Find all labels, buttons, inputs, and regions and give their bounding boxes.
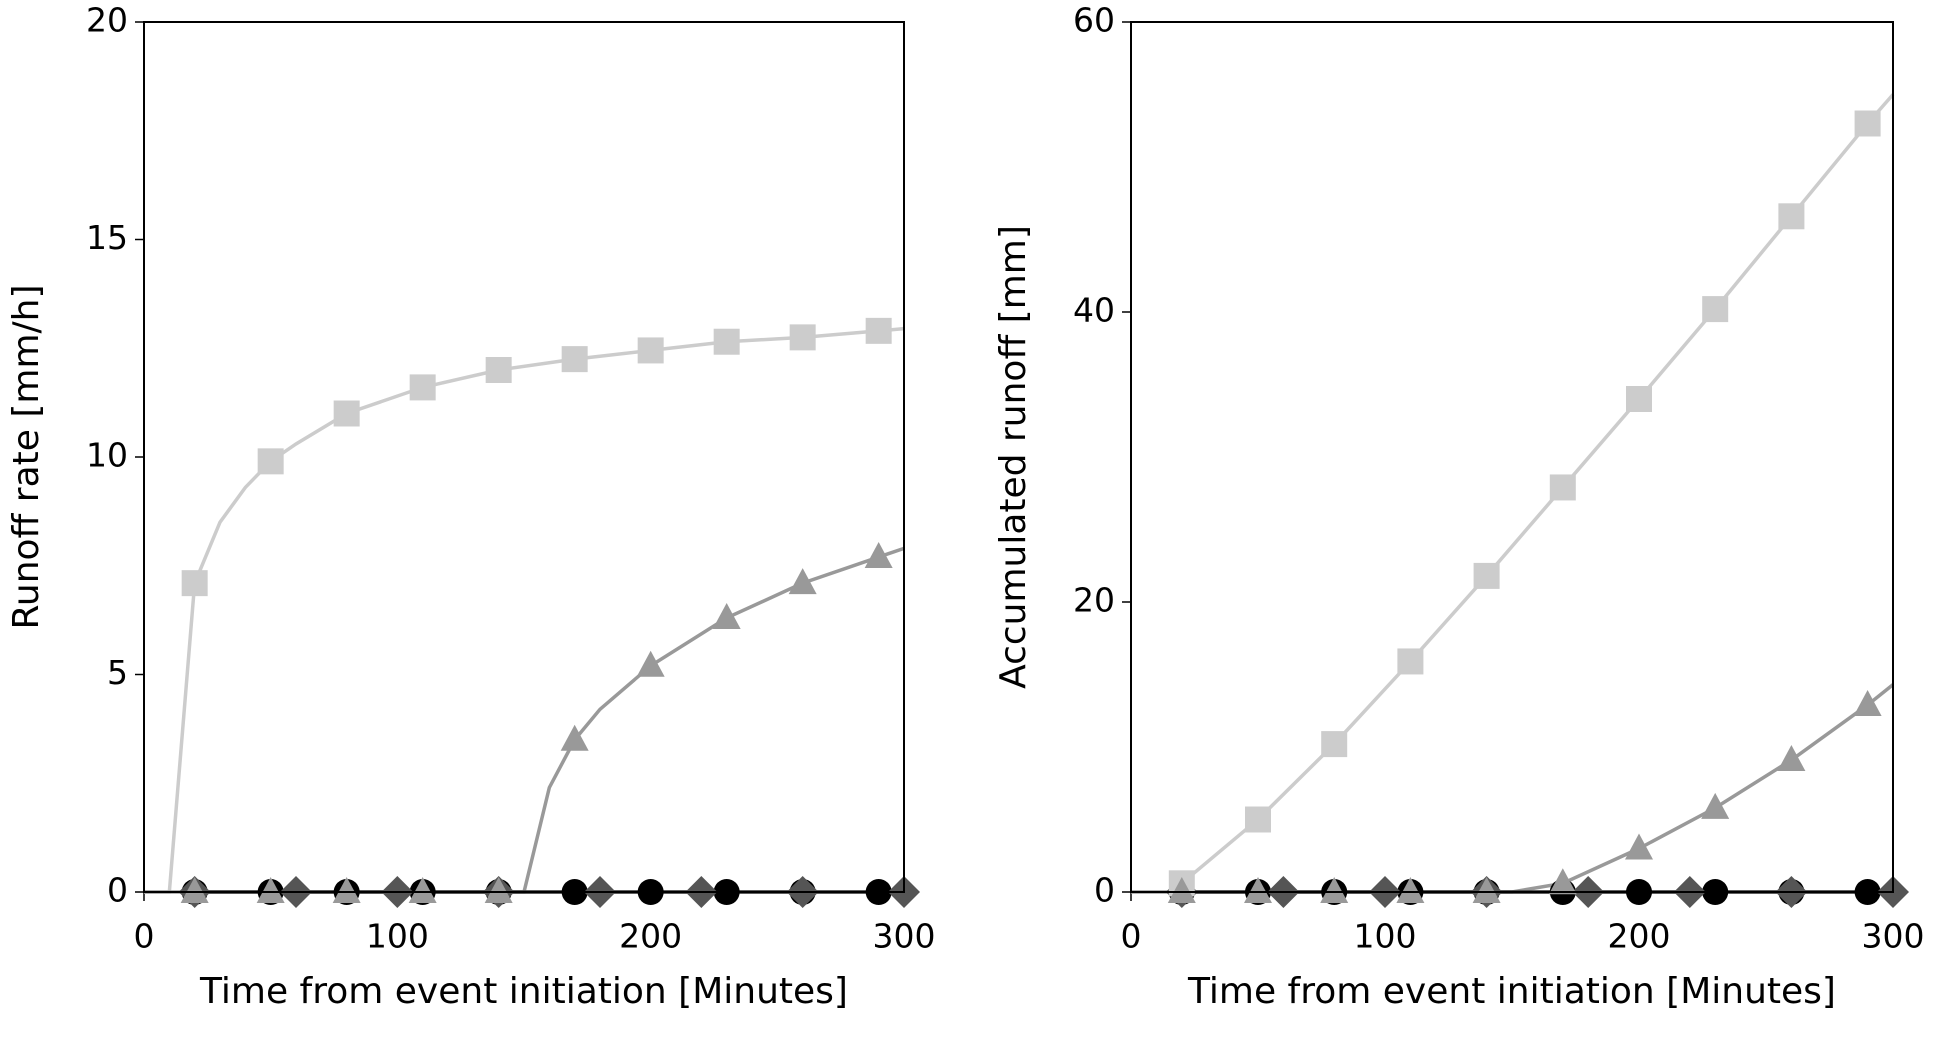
square-marker	[1702, 296, 1729, 323]
y-tick-label: 10	[86, 436, 128, 475]
triangle-marker	[1777, 745, 1806, 772]
triangle-marker	[1625, 833, 1653, 860]
x-tick-label: 0	[134, 917, 155, 956]
y-tick-label: 40	[1073, 291, 1115, 330]
triangle-marker	[636, 650, 665, 677]
x-tick-label: 200	[619, 917, 682, 956]
triangle-marker	[712, 602, 741, 629]
triangle-marker	[256, 877, 285, 903]
triangle-marker	[1396, 877, 1425, 903]
triangle-marker	[408, 877, 437, 903]
square-marker	[1778, 203, 1805, 230]
square-marker	[333, 400, 360, 427]
plot-frame	[143, 21, 905, 893]
x-tick-label: 200	[1608, 917, 1671, 956]
triangle-marker	[332, 877, 361, 903]
square-marker	[257, 448, 284, 475]
square-marker	[1854, 110, 1881, 137]
square-marker	[789, 324, 816, 351]
triangle-marker	[1472, 877, 1501, 903]
plot-frame	[1130, 21, 1894, 893]
y-tick-label: 60	[1073, 1, 1115, 40]
square-marker	[713, 328, 740, 355]
square-marker	[1397, 648, 1424, 675]
y-tick-label: 20	[86, 1, 128, 40]
series-line	[1131, 683, 1895, 894]
y-tick-label: 0	[107, 871, 128, 910]
square-marker	[1626, 386, 1652, 412]
y-tick-label: 15	[86, 218, 128, 257]
square-marker	[865, 317, 892, 344]
triangle-marker	[1167, 877, 1196, 903]
triangle-marker	[180, 877, 209, 903]
series-line	[144, 546, 905, 894]
x-axis-label: Time from event initiation [Minutes]	[1187, 971, 1836, 1012]
y-tick-label: 20	[1073, 581, 1115, 620]
y-tick-label: 0	[1094, 871, 1115, 910]
x-tick-label: 0	[1121, 917, 1142, 956]
triangle-marker	[788, 568, 817, 595]
square-marker	[409, 374, 436, 401]
square-marker	[1321, 731, 1348, 758]
triangle-marker	[1701, 792, 1730, 819]
triangle-marker	[1244, 877, 1272, 903]
square-marker	[561, 346, 588, 373]
x-tick-label: 100	[1354, 917, 1417, 956]
triangle-marker	[484, 877, 513, 903]
triangle-marker	[560, 724, 589, 751]
triangle-marker	[1320, 877, 1349, 903]
y-axis-label: Runoff rate [mm/h]	[6, 284, 47, 629]
series-line	[144, 326, 905, 894]
square-marker	[637, 337, 664, 364]
x-tick-label: 300	[1862, 917, 1925, 956]
y-axis-label: Accumulated runoff [mm]	[993, 225, 1034, 689]
triangle-marker	[864, 542, 893, 569]
x-axis-label: Time from event initiation [Minutes]	[199, 971, 848, 1012]
square-marker	[485, 357, 512, 383]
triangle-marker	[1853, 689, 1882, 716]
square-marker	[181, 570, 208, 597]
y-tick-label: 5	[107, 653, 128, 692]
square-marker	[1473, 562, 1500, 589]
square-marker	[1549, 474, 1576, 501]
triangle-marker	[1548, 868, 1577, 895]
square-marker	[1245, 806, 1271, 833]
x-tick-label: 300	[873, 917, 936, 956]
x-tick-label: 100	[366, 917, 429, 956]
